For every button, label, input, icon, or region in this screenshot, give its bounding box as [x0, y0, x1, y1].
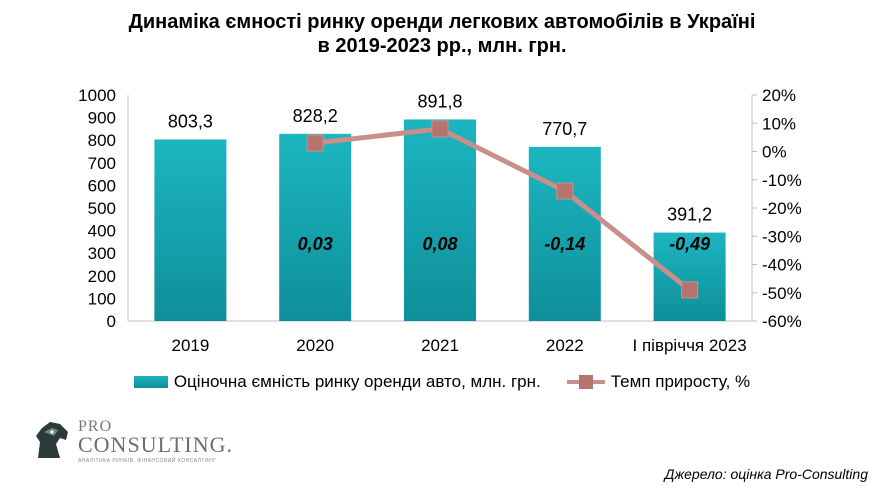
y-right-tick-label: 10%: [762, 114, 796, 133]
y-left-tick-label: 300: [88, 244, 116, 263]
y-left-tick-label: 400: [88, 222, 116, 241]
y-right-tick-label: -20%: [762, 199, 802, 218]
bar: [528, 146, 601, 321]
y-left-tick-label: 0: [107, 312, 116, 331]
legend-label-growth: Темп приросту, %: [610, 372, 751, 391]
x-tick-label: 2019: [171, 336, 209, 355]
y-right-tick-label: -50%: [762, 284, 802, 303]
bar-value-label: 803,3: [168, 111, 213, 131]
growth-marker: [681, 281, 699, 299]
y-left-tick-label: 800: [88, 131, 116, 150]
legend-label-capacity: Оціночна ємність ринку оренди авто, млн.…: [173, 372, 541, 391]
y-left-tick-label: 700: [88, 154, 116, 173]
source-note: Джерело: оцінка Pro-Consulting: [664, 466, 868, 482]
chart-area: 0 100 200 300 400 500 600 700 800 900 1000 -60% -50%…: [78, 86, 802, 355]
bar-value-label: 891,8: [417, 91, 462, 111]
legend: Оціночна ємність ринку оренди авто, млн.…: [0, 370, 884, 394]
legend-line-swatch: [566, 375, 605, 389]
legend-item-capacity: Оціночна ємність ринку оренди авто, млн.…: [133, 372, 541, 392]
chart-title-line1: Динаміка ємності ринку оренди легкових а…: [128, 11, 756, 33]
logo-tagline: АНАЛІТИКА РИНКІВ. ФІНАНСОВИЙ КОНСАЛТИНГ: [78, 458, 217, 464]
y-left-tick-label: 1000: [78, 86, 116, 105]
legend-bar-swatch: [133, 376, 168, 388]
growth-line: [314, 126, 692, 292]
x-tick-label: 2020: [296, 336, 334, 355]
x-tick-label: 2021: [421, 336, 459, 355]
growth-value-label: 0,03: [298, 234, 333, 254]
chart-title-line2: в 2019-2023 рр., млн. грн.: [317, 35, 567, 57]
bar-value-label: 770,7: [542, 119, 587, 139]
growth-value-label: -0,49: [669, 234, 710, 254]
x-tick-label: І півріччя 2023: [633, 336, 747, 355]
y-left-tick-label: 200: [88, 267, 116, 286]
growth-marker: [556, 182, 574, 200]
y-right-tick-label: -40%: [762, 256, 802, 275]
y-right-tick-label: 20%: [762, 86, 796, 105]
logo-text-pro: PRO: [78, 418, 113, 435]
bar: [653, 232, 726, 321]
bar-value-label: 391,2: [667, 205, 712, 225]
x-tick-label: 2022: [546, 336, 584, 355]
y-right-tick-label: 0%: [762, 143, 787, 162]
growth-value-label: -0,14: [544, 234, 585, 254]
horse-head-icon: [30, 418, 74, 462]
logo-text-consulting: CONSULTING.: [78, 432, 234, 457]
pro-consulting-logo: PRO CONSULTING. АНАЛІТИКА РИНКІВ. ФІНАНС…: [30, 418, 234, 468]
bar-value-label: 828,2: [293, 106, 338, 126]
growth-marker: [306, 134, 324, 152]
y-right-tick-label: -30%: [762, 227, 802, 246]
chart-title: Динаміка ємності ринку оренди легкових а…: [0, 10, 884, 58]
y-left-tick-label: 600: [88, 176, 116, 195]
bar: [154, 139, 227, 321]
legend-item-growth: Темп приросту, %: [566, 372, 751, 392]
growth-value-label: 0,08: [422, 234, 457, 254]
bar: [279, 133, 352, 321]
y-left-tick-label: 100: [88, 289, 116, 308]
bar: [404, 119, 476, 321]
y-left-tick-label: 500: [88, 199, 116, 218]
growth-marker: [431, 120, 449, 138]
y-left-tick-label: 900: [88, 109, 116, 128]
y-right-tick-label: -60%: [762, 312, 802, 331]
y-right-tick-label: -10%: [762, 171, 802, 190]
